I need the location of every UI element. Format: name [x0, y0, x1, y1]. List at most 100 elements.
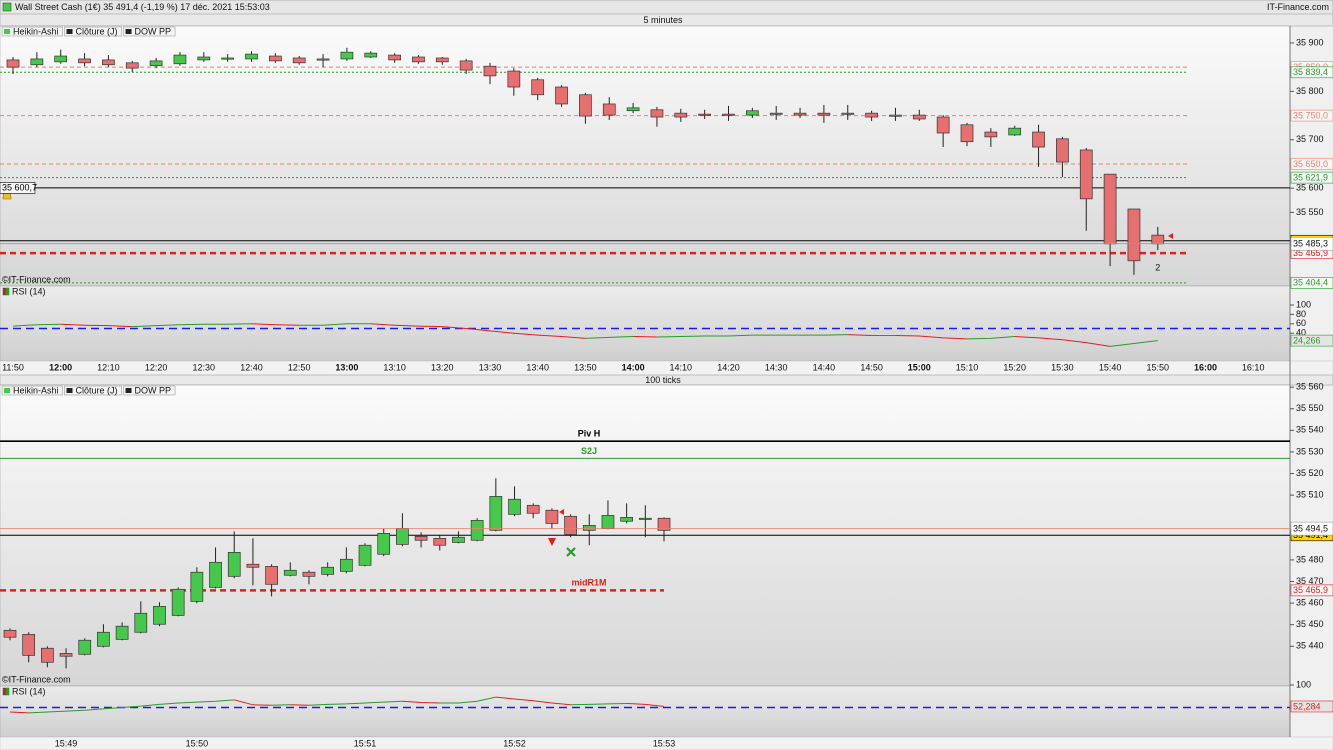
candle-body	[321, 566, 335, 575]
candle-body	[470, 520, 484, 541]
candle-body	[1079, 149, 1093, 200]
candle-body	[508, 498, 521, 515]
candle-body	[984, 131, 998, 138]
rsi-panel	[0, 685, 1291, 738]
candle-body	[134, 612, 148, 633]
candle-body	[1008, 127, 1022, 136]
candle-body	[769, 112, 783, 115]
candle-body	[358, 544, 372, 566]
signal-marker	[566, 547, 576, 557]
candle-body	[283, 569, 297, 576]
candle-body	[364, 52, 378, 58]
x-tick-label: 13:10	[383, 362, 406, 372]
level-label: 35 621,9	[1293, 172, 1328, 182]
legend-swatch	[6, 688, 9, 695]
rsi-line	[132, 323, 252, 328]
candle-body	[452, 536, 465, 543]
candle-body	[292, 57, 306, 64]
level-label: 35 750,0	[1293, 110, 1328, 120]
candle-body	[3, 629, 17, 638]
y-tick-label: 35 540	[1296, 425, 1324, 435]
y-tick-label: 35 550	[1296, 207, 1324, 217]
candle-body	[531, 79, 545, 96]
candle-body	[173, 54, 187, 65]
candle-body	[302, 571, 316, 577]
rsi-line	[9, 711, 29, 714]
candle-body	[97, 631, 110, 647]
candle-body	[1056, 138, 1069, 163]
level-label: 35 839,4	[1293, 67, 1328, 77]
level-label-box	[1290, 171, 1333, 184]
rsi-line	[585, 335, 634, 339]
header-title: Wall Street Cash (1€) 35 491,4 (-1,19 %)…	[15, 2, 270, 12]
candle-body	[227, 552, 241, 577]
watermark: ©IT-Finance.com	[2, 674, 71, 684]
x-tick-label: 13:30	[479, 362, 502, 372]
level-label-box	[1290, 66, 1333, 79]
y-tick-label: 35 470	[1296, 576, 1324, 586]
y-tick-label: 35 510	[1296, 490, 1324, 500]
x-tick-label: 15:00	[908, 362, 931, 372]
candle-body	[41, 647, 54, 663]
x-tick-label: 14:50	[860, 362, 883, 372]
candle-body	[817, 112, 831, 116]
candle-body	[171, 588, 185, 616]
rsi-line	[28, 699, 235, 714]
level-label-box	[1290, 158, 1333, 170]
rsi-line	[895, 335, 968, 340]
rsi-line	[847, 334, 872, 337]
x-tick-label: 13:50	[574, 362, 597, 372]
rsi-line	[495, 696, 571, 706]
value-label: 52,284	[1293, 701, 1321, 711]
y-tick-label: 35 900	[1296, 37, 1324, 47]
candle-body	[674, 112, 688, 118]
y-tick-label: 35 530	[1296, 446, 1324, 456]
crosshair-label-box	[1290, 521, 1333, 536]
candle-body	[722, 113, 735, 116]
legend-item	[123, 26, 176, 37]
legend-swatch	[4, 29, 10, 34]
candle-body	[115, 625, 129, 640]
candle-body	[269, 55, 282, 62]
candle-body	[377, 533, 391, 555]
candle-body	[340, 51, 354, 60]
candle-body	[59, 653, 73, 657]
level-label: 35 465,9	[1293, 585, 1328, 595]
y-tick-label: 35 520	[1296, 468, 1324, 478]
candle-body	[564, 515, 577, 535]
level-label-box	[0, 182, 36, 194]
candle-body	[78, 58, 91, 64]
candle-body	[912, 114, 926, 120]
y-tick-label: 100	[1296, 679, 1311, 689]
candle-body	[388, 54, 401, 61]
legend-item	[1, 385, 63, 396]
crosshair-label: 35 494,5	[1293, 523, 1328, 533]
x-tick-label: 14:40	[813, 362, 836, 372]
level-label: 35 650,0	[1293, 159, 1328, 169]
candle-body	[507, 70, 521, 88]
candle-body	[841, 112, 855, 115]
x-tick-label: 15:52	[503, 738, 526, 748]
candle-body	[245, 53, 258, 60]
candle-body	[6, 59, 20, 68]
candle-body	[793, 112, 807, 116]
legend-label: Heikin-Ashi	[13, 385, 59, 395]
y-tick-label: 35 450	[1296, 619, 1324, 629]
candle-body	[414, 536, 428, 541]
rsi-line	[1014, 335, 1111, 347]
candle-body	[545, 509, 559, 524]
level-label: 35 600,7	[2, 183, 37, 193]
y-tick-label: 35 460	[1296, 597, 1324, 607]
x-tick-label: 12:30	[193, 362, 216, 372]
legend-item	[64, 385, 122, 396]
candle-body	[650, 109, 664, 118]
candle-body	[936, 116, 950, 134]
y-tick-label: 40	[1296, 328, 1306, 338]
rsi-line	[626, 702, 665, 707]
candle-body	[149, 60, 163, 67]
candle-body	[555, 86, 568, 105]
y-tick-label: 80	[1296, 309, 1306, 319]
candle-body	[265, 566, 278, 585]
x-tick-label: 15:30	[1051, 362, 1074, 372]
